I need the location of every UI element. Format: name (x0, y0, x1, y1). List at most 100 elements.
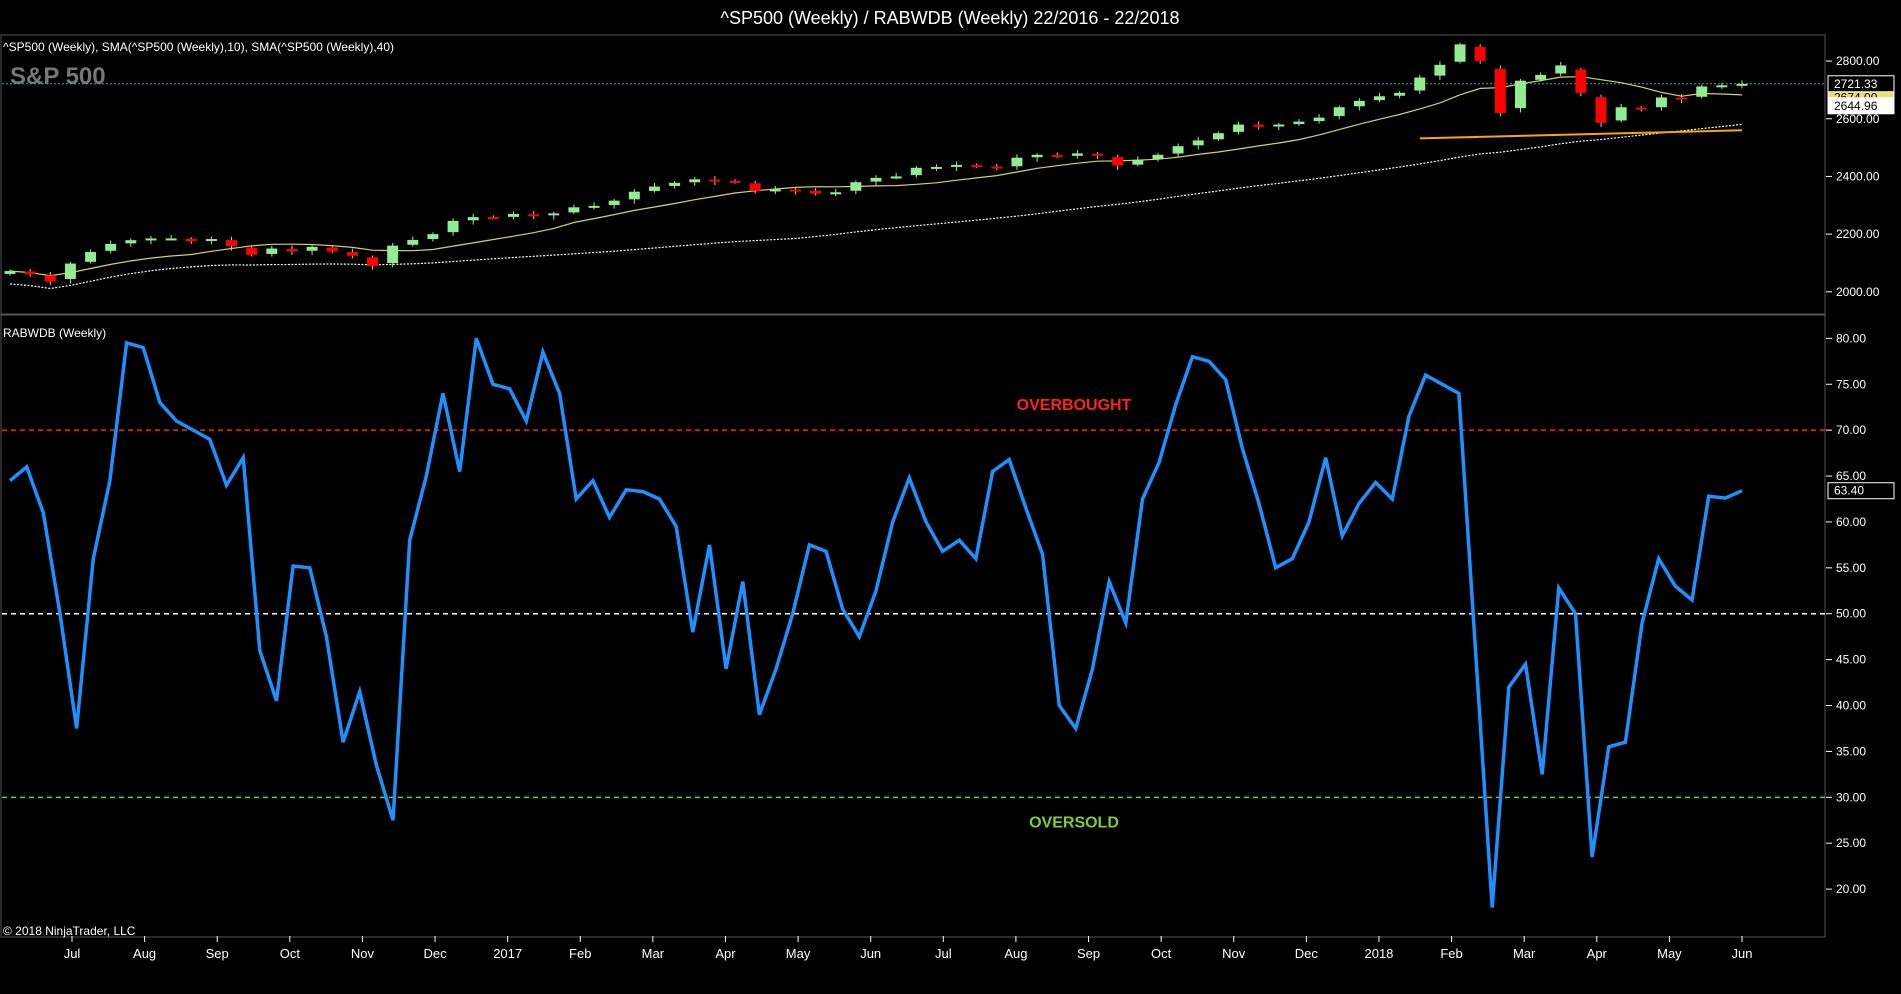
candle-body (387, 245, 399, 264)
candle-body (689, 179, 701, 183)
candle-body (548, 213, 560, 216)
candle-body (1615, 107, 1627, 121)
candle-body (1394, 92, 1406, 96)
x-tick-label: Nov (351, 946, 375, 961)
price-chart: 2000.002200.002400.002600.002800.002674.… (2, 42, 1895, 299)
x-tick-label: May (1657, 946, 1682, 961)
candle-body (286, 248, 298, 252)
candle-body (145, 238, 157, 241)
candle-body (1414, 77, 1426, 91)
x-tick-label: Jul (64, 946, 81, 961)
x-tick-label: Jun (860, 946, 881, 961)
indicator-tick-label: 50.00 (1836, 607, 1866, 621)
indicator-tick-label: 25.00 (1836, 836, 1866, 850)
candle-body (789, 189, 801, 192)
candle-body (487, 217, 499, 220)
candle-body (306, 246, 318, 251)
candle-body (568, 207, 580, 213)
candle-body (588, 205, 600, 208)
candle-body (44, 275, 56, 282)
candle-body (1535, 74, 1547, 80)
last-price-label-box (1827, 75, 1895, 93)
indicator-chart: 20.00 25.00 30.00 35.00 40.00 45.00 50.00 55.00… (2, 331, 1895, 908)
x-tick-label: Feb (569, 946, 591, 961)
candle-body (1696, 86, 1708, 97)
candle-body (1635, 107, 1647, 110)
candle-body (628, 191, 640, 200)
candle-body (1031, 154, 1043, 158)
candle-body (125, 240, 137, 244)
candle-body (991, 166, 1003, 169)
candle-body (608, 200, 620, 206)
candle-body (910, 167, 922, 176)
candle-body (850, 182, 862, 191)
candle-body (830, 192, 842, 195)
rabwdb-series-line (8, 337, 1743, 908)
candle-body (1494, 68, 1506, 113)
rabwdb-last-value-label: 63.40 (1834, 484, 1864, 498)
candle-body (1353, 100, 1365, 107)
candle-body (1293, 121, 1305, 125)
candle-body (1676, 97, 1688, 100)
candle-body (64, 263, 76, 279)
candle-body (1374, 96, 1385, 101)
indicator-tick-label: 30.00 (1836, 790, 1866, 804)
candle-body (447, 220, 459, 233)
candle-body (1011, 157, 1023, 167)
sma40-value-label-box (1827, 97, 1895, 115)
candle-body (326, 247, 338, 252)
level-label-overbought: OVERBOUGHT (1017, 397, 1132, 414)
candle-body (930, 166, 942, 169)
candle-body (1333, 107, 1345, 117)
sma40-value-label: 2644.96 (1834, 99, 1878, 113)
candle-body (1112, 157, 1124, 166)
price-tick-label: 2600.00 (1836, 112, 1880, 126)
x-tick-label: Nov (1222, 946, 1246, 961)
candle-body (346, 252, 358, 256)
candle-body (1132, 159, 1144, 165)
indicator-tick-label: 80.00 (1836, 331, 1866, 345)
candle-body (165, 238, 177, 241)
candle-body (1172, 146, 1184, 154)
support-line (1419, 129, 1743, 140)
window-title: ^SP500 (Weekly) / RABWDB (Weekly) 22/201… (721, 8, 1180, 28)
candle-body (1575, 69, 1587, 93)
candle-body (729, 180, 741, 183)
x-tick-label: Mar (642, 946, 665, 961)
candle-body (528, 214, 540, 217)
rabwdb-last-value-label-box (1827, 482, 1895, 500)
x-tick-label: Jul (935, 946, 952, 961)
x-tick-label: Feb (1440, 946, 1462, 961)
candle-body (769, 189, 781, 192)
x-tick-label: Oct (280, 946, 301, 961)
candle-body (890, 176, 902, 179)
indicator-tick-label: 35.00 (1836, 744, 1866, 758)
indicator-panel-title: RABWDB (Weekly) (3, 326, 106, 340)
x-tick-label: Aug (133, 946, 156, 961)
price-tick-label: 2000.00 (1836, 285, 1880, 299)
candle-body (1555, 65, 1567, 74)
candle-body (1253, 124, 1265, 127)
indicator-tick-label: 65.00 (1836, 469, 1866, 483)
price-tick-label: 2400.00 (1836, 169, 1880, 183)
candle-body (467, 217, 479, 221)
candle-body (1051, 155, 1063, 158)
candle-body (810, 190, 822, 194)
candle-body (1212, 133, 1224, 140)
indicator-tick-label: 60.00 (1836, 515, 1866, 529)
candle-body (4, 271, 16, 274)
candle-body (749, 183, 761, 191)
x-tick-label: Dec (423, 946, 447, 961)
candle-body (1454, 44, 1466, 62)
x-tick-label: Apr (1587, 946, 1608, 961)
indicator-tick-label: 75.00 (1836, 377, 1866, 391)
x-tick-label: Aug (1004, 946, 1027, 961)
x-tick-label: Oct (1151, 946, 1172, 961)
indicator-tick-label: 45.00 (1836, 653, 1866, 667)
candle-body (709, 179, 721, 182)
candle-body (971, 165, 983, 168)
price-tick-label: 2800.00 (1836, 54, 1880, 68)
x-tick-label: Dec (1295, 946, 1319, 961)
